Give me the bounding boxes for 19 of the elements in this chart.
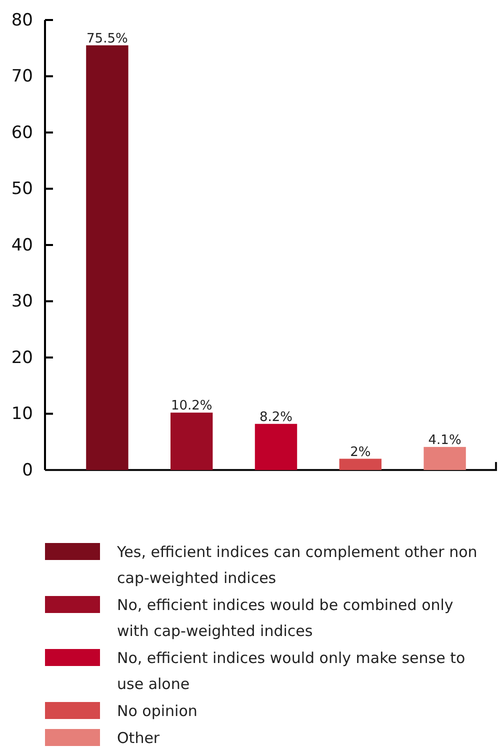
- legend-label: No, efficient indices would be combined only with cap-weighted indices: [117, 596, 454, 640]
- y-tick-label: 60: [11, 122, 33, 143]
- data-label: 8.2%: [259, 410, 293, 425]
- data-label: 75.5%: [86, 31, 128, 46]
- y-tick-label: 20: [11, 348, 33, 368]
- y-tick-label: 50: [11, 179, 33, 200]
- data-label: 4.1%: [428, 432, 462, 448]
- y-tick-label: 80: [11, 10, 33, 30]
- y-tick-label: 40: [11, 235, 33, 256]
- legend-label: No, efficient indices would only make sense to use alone: [117, 649, 466, 693]
- data-label: 2%: [350, 444, 371, 460]
- legend-label: Other: [117, 729, 160, 747]
- y-tick-label: 0: [22, 460, 33, 480]
- y-tick-label: 10: [11, 404, 33, 424]
- legend-label: Yes, efficient indices can complement other non cap-weighted indices: [116, 543, 478, 587]
- y-tick-label: 30: [11, 292, 33, 312]
- data-label: 10.2%: [170, 398, 212, 414]
- legend-label: No opinion: [117, 702, 198, 720]
- y-tick-label: 70: [11, 66, 33, 87]
